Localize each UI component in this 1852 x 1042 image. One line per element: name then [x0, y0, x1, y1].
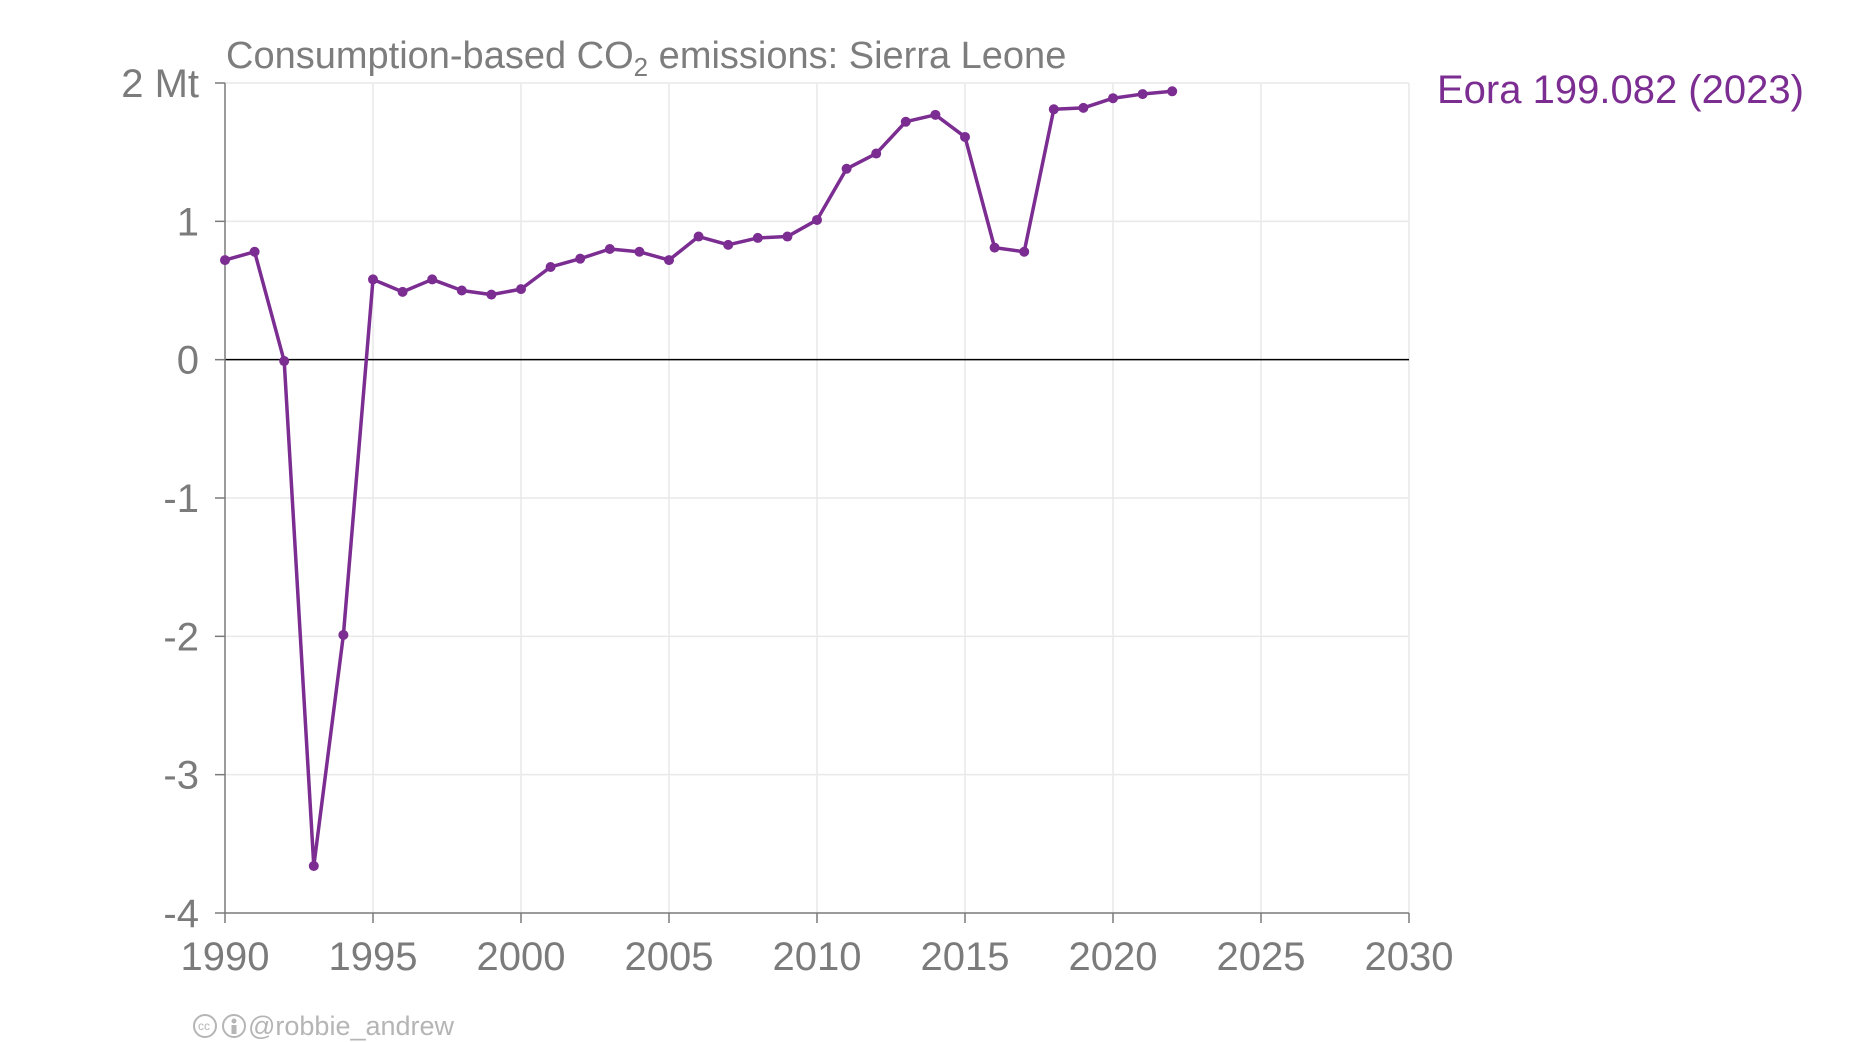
data-point [575, 253, 586, 264]
data-point [279, 356, 290, 367]
data-point [930, 109, 941, 120]
data-point [871, 148, 882, 159]
data-point [545, 261, 556, 272]
y-tick-label: 2 Mt [121, 62, 199, 106]
y-tick-label: -4 [163, 892, 199, 936]
data-point [989, 242, 1000, 253]
data-point [634, 246, 645, 257]
title-subscript: 2 [634, 52, 648, 82]
x-tick-label: 2015 [921, 935, 1010, 979]
data-point [752, 232, 763, 243]
data-point [338, 629, 349, 640]
x-tick-label: 2010 [773, 935, 862, 979]
y-tick-label: -2 [163, 615, 199, 659]
data-point [1137, 89, 1148, 100]
data-point [1019, 246, 1030, 257]
y-tick-label: 1 [177, 200, 199, 244]
svg-text:cc: cc [198, 1019, 210, 1033]
data-point [1078, 102, 1089, 113]
data-point [693, 231, 704, 242]
series-label: Eora 199.082 (2023) [1437, 68, 1804, 112]
data-point [812, 214, 822, 225]
data-point [604, 244, 615, 254]
grid [225, 82, 1410, 913]
series [220, 86, 1178, 871]
credit-handle: @robbie_andrew [248, 1011, 455, 1041]
x-ticks: 1990 1995 2000 2005 2010 2015 2020 2025 2030 [181, 913, 1454, 979]
data-point [249, 246, 260, 257]
attribution-icon [222, 1014, 246, 1038]
x-tick-label: 1995 [329, 935, 418, 979]
data-point [900, 116, 911, 127]
series-line [224, 89, 1173, 868]
data-point [1167, 86, 1178, 97]
data-point [664, 255, 674, 266]
x-tick-label: 2005 [625, 935, 714, 979]
data-point [308, 860, 319, 871]
data-point [456, 285, 467, 296]
data-point [368, 274, 378, 285]
x-tick-label: 2020 [1069, 935, 1158, 979]
x-tick-label: 2030 [1365, 935, 1454, 979]
y-tick-label: -3 [163, 754, 199, 798]
data-point [516, 284, 526, 295]
data-point [397, 286, 408, 297]
data-point [220, 255, 230, 266]
x-tick-label: 1990 [181, 935, 270, 979]
y-tick-label: 0 [177, 339, 199, 383]
x-tick-label: 2000 [477, 935, 566, 979]
x-tick-label: 2025 [1217, 935, 1306, 979]
chart-title: Consumption-based CO2 emissions: Sierra … [226, 35, 1066, 82]
data-point [723, 239, 734, 250]
data-point [841, 163, 852, 174]
data-point [1108, 93, 1118, 104]
credit: cc @robbie_andrew [193, 1011, 455, 1041]
cc-icon: cc [193, 1014, 217, 1038]
y-tick-label: -1 [163, 477, 199, 521]
y-ticks: -4 -3 -2 -1 0 1 2 Mt [121, 62, 225, 936]
data-point [486, 289, 497, 300]
data-point [960, 131, 970, 142]
data-point [1048, 104, 1059, 115]
data-point [427, 274, 438, 285]
data-point [782, 231, 793, 242]
